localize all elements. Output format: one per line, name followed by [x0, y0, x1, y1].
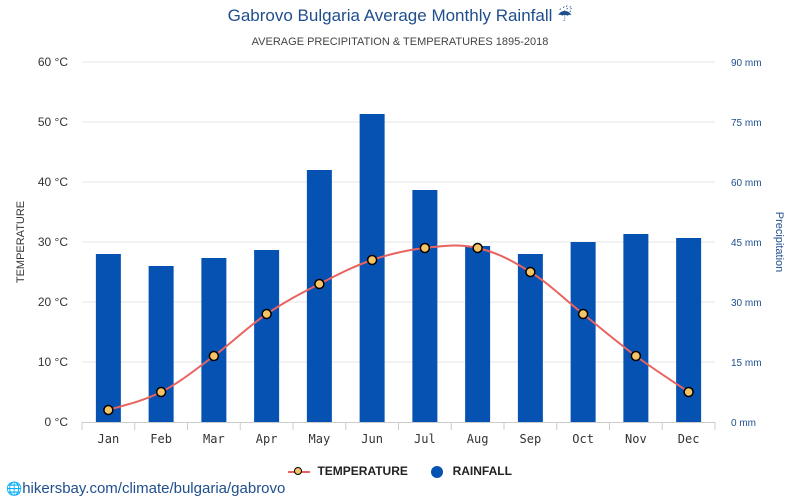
temperature-point-sep[interactable] — [525, 266, 536, 278]
chart-subtitle: AVERAGE PRECIPITATION & TEMPERATURES 189… — [251, 36, 549, 48]
x-tick-label: Feb — [150, 432, 172, 446]
right-axis-title: Precipitation — [773, 212, 785, 273]
temperature-point-jan[interactable] — [103, 404, 114, 416]
rainfall-bar-apr[interactable] — [254, 250, 280, 422]
legend: TEMPERATURE RAINFALL — [0, 464, 800, 478]
legend-item-temperature[interactable]: TEMPERATURE — [288, 464, 408, 478]
x-tick-label: Jul — [414, 432, 436, 446]
right-tick-label: 90 mm — [731, 58, 762, 69]
temperature-point-dec[interactable] — [683, 386, 694, 398]
legend-label-rainfall: RAINFALL — [452, 464, 512, 478]
rainfall-bar-mar[interactable] — [201, 258, 227, 422]
temperature-point-jun[interactable] — [366, 254, 378, 266]
temperature-line-path — [108, 244, 690, 411]
right-tick-label: 30 mm — [731, 298, 762, 309]
globe-icon: 🌐 — [6, 481, 23, 496]
x-tick-label: Sep — [520, 432, 542, 446]
x-tick-label: Dec — [678, 432, 700, 446]
temperature-point-jul[interactable] — [419, 242, 431, 254]
x-tick-label: Mar — [203, 432, 225, 446]
legend-label-temperature: TEMPERATURE — [317, 464, 408, 478]
right-tick-label: 15 mm — [731, 358, 762, 369]
right-axis-ticks: 0 mm 15 mm 30 mm 45 mm 60 mm 75 mm 90 mm — [731, 58, 762, 429]
x-tick-label: Apr — [256, 432, 278, 446]
x-tick-label: Oct — [572, 432, 594, 446]
rainfall-bars — [95, 114, 702, 422]
temperature-point-mar[interactable] — [208, 350, 220, 362]
right-tick-label: 75 mm — [731, 118, 762, 129]
legend-item-rainfall[interactable]: RAINFALL — [431, 464, 512, 478]
rainfall-bar-sep[interactable] — [517, 254, 543, 422]
x-tick-label: Aug — [467, 432, 489, 446]
x-tick-label: Jan — [98, 432, 120, 446]
temperature-line — [103, 242, 694, 416]
source-link[interactable]: 🌐hikersbay.com/climate/bulgaria/gabrovo — [6, 480, 285, 497]
rainfall-bar-jun[interactable] — [359, 114, 385, 422]
rainfall-bar-nov[interactable] — [623, 234, 649, 422]
temperature-point-feb[interactable] — [155, 386, 167, 398]
right-tick-label: 45 mm — [731, 238, 762, 249]
left-tick-label: 10 °C — [38, 355, 68, 369]
temperature-point-nov[interactable] — [630, 350, 642, 362]
rainfall-bar-aug[interactable] — [465, 246, 491, 422]
left-tick-label: 0 °C — [45, 415, 69, 429]
left-tick-label: 50 °C — [38, 115, 68, 129]
left-axis-title: TEMPERATURE — [15, 201, 27, 283]
x-tick-label: Jun — [361, 432, 383, 446]
chart-title: Gabrovo Bulgaria Average Monthly Rainfal… — [227, 6, 573, 25]
rainfall-bar-jan[interactable] — [95, 254, 121, 422]
right-tick-label: 60 mm — [731, 178, 762, 189]
left-tick-label: 30 °C — [38, 235, 68, 249]
left-tick-label: 60 °C — [38, 55, 68, 69]
temperature-point-may[interactable] — [314, 278, 325, 290]
x-tick-label: Nov — [625, 432, 647, 446]
temperature-point-aug[interactable] — [472, 242, 483, 254]
temperature-legend-marker — [288, 466, 311, 477]
left-tick-label: 20 °C — [38, 295, 68, 309]
rainfall-legend-marker — [431, 465, 444, 478]
temperature-point-oct[interactable] — [577, 308, 589, 320]
rainfall-bar-feb[interactable] — [148, 266, 174, 422]
right-tick-label: 0 mm — [731, 418, 756, 429]
x-tick-label: May — [309, 432, 331, 446]
x-axis: Jan Feb Mar Apr May Jun Jul Aug Sep Oct Nov Dec — [81, 422, 716, 446]
left-tick-label: 40 °C — [38, 175, 68, 189]
rainfall-bar-jul[interactable] — [412, 190, 438, 422]
rainfall-bar-may[interactable] — [306, 170, 332, 422]
source-link-text: hikersbay.com/climate/bulgaria/gabrovo — [22, 480, 286, 497]
grid-lines — [82, 61, 715, 363]
temperature-point-apr[interactable] — [261, 308, 272, 320]
rainfall-bar-oct[interactable] — [570, 242, 596, 422]
left-axis-ticks: 0 °C 10 °C 20 °C 30 °C 40 °C 50 °C 60 °C — [38, 55, 68, 429]
